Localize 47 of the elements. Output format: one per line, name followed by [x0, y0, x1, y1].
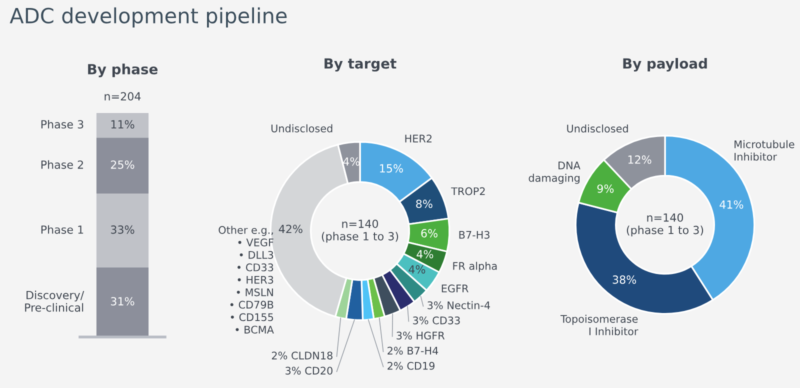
- text: n=140 (phase 1 to 3): [626, 213, 704, 236]
- data-label: 12%: [628, 155, 652, 164]
- series-label: Discovery/ Pre-clinical: [25, 290, 84, 312]
- slice-label: Topoisomerase I Inhibitor: [560, 314, 638, 336]
- data-label: 11%: [111, 120, 134, 129]
- slice-label: 2% B7-H4: [388, 346, 438, 355]
- chart-title: By payload: [623, 58, 707, 72]
- data-label: 15%: [380, 164, 403, 173]
- data-label: 33%: [111, 225, 134, 234]
- slice-label: 2% CD19: [388, 362, 434, 370]
- series-label: Phase 2: [41, 160, 83, 169]
- data-label: 8%: [416, 200, 432, 208]
- bar: [96, 138, 149, 194]
- slice-label: HER2: [405, 134, 432, 142]
- data-label: 9%: [597, 184, 614, 193]
- slice-label: 3% HGFR: [396, 332, 445, 340]
- data-label: 31%: [111, 297, 134, 306]
- slice-label: Undisclosed: [271, 124, 332, 132]
- slice-label: 2% CLDN18: [272, 352, 332, 360]
- slice-label: 3% Nectin-4: [428, 301, 490, 310]
- bar: [96, 113, 149, 138]
- slice-label: EGFR: [442, 284, 468, 292]
- chart-title: ADC development pipeline: [10, 7, 287, 28]
- data-label: 38%: [612, 275, 636, 284]
- data-label: 42%: [278, 224, 302, 234]
- data-label: 25%: [110, 160, 134, 169]
- slice-label: Undisclosed: [567, 124, 628, 133]
- slice-label: DNA damaging: [528, 162, 580, 184]
- category-label: Other e.g., • VEGF • DLL3 • CD33 • HER3 • MSLN • CD79B • CD155 • BCMA: [218, 226, 274, 334]
- data-label: 4%: [408, 265, 426, 274]
- data-label: 4%: [416, 250, 434, 258]
- data-label: 41%: [720, 200, 744, 209]
- bar: [96, 194, 149, 268]
- text: n=204: [104, 92, 141, 101]
- series-label: Phase 3: [41, 120, 84, 129]
- chart-title: By target: [324, 58, 396, 72]
- text: n=140 (phase 1 to 3): [322, 220, 398, 243]
- slice-label: Microtubule Inhibitor: [734, 140, 794, 161]
- data-label: 6%: [421, 229, 438, 238]
- series-label: Phase 1: [41, 225, 84, 234]
- slice-label: FR alpha: [453, 262, 497, 272]
- slice-label: B7-H3: [459, 230, 490, 239]
- bar: [96, 268, 149, 337]
- chart-subtitle: By phase: [88, 64, 158, 78]
- slice-label: 3% CD20: [286, 366, 332, 375]
- slice-label: TROP2: [451, 187, 485, 196]
- slice-label: 3% CD33: [413, 316, 460, 324]
